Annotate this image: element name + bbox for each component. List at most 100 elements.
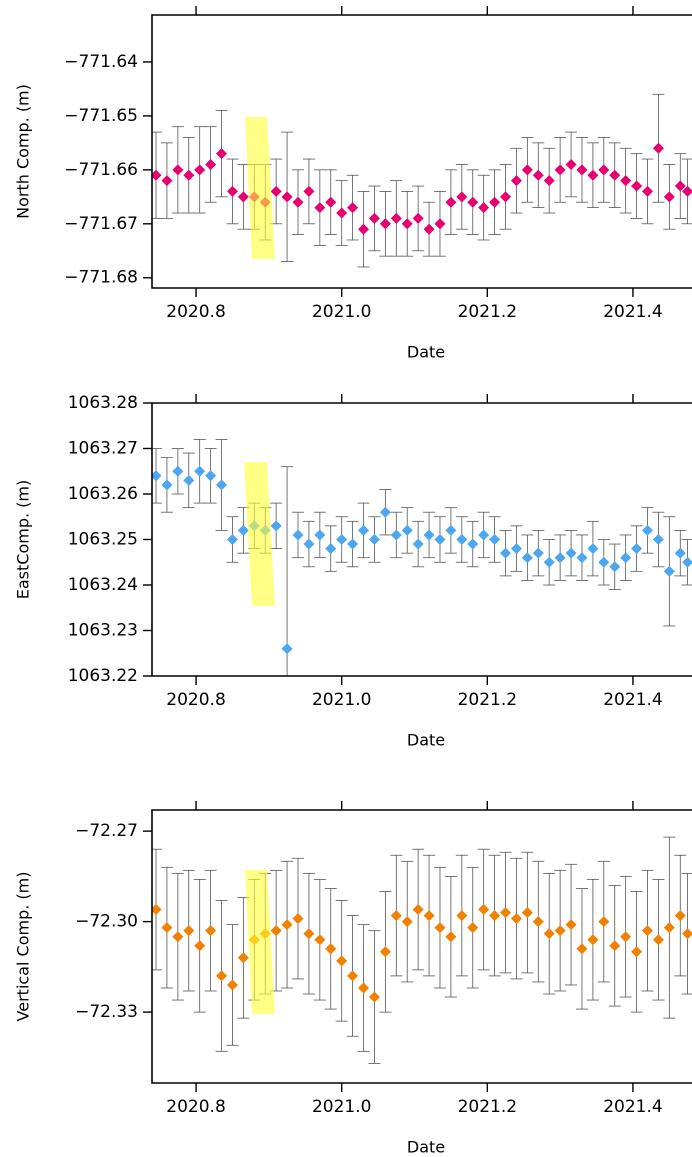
point: [270, 185, 282, 197]
point: [183, 925, 195, 937]
point: [642, 524, 654, 536]
point: [216, 479, 228, 491]
y-axis-label: EastComp. (m): [14, 480, 33, 599]
x-tick-label: 2021.0: [312, 1097, 371, 1117]
panel: −72.27 −72.30 −72.33 2020.8 2021.0 2021.2 2021…: [14, 801, 692, 1157]
x-tick-label: 2020.8: [166, 302, 225, 322]
highlight-band: [245, 870, 275, 1014]
point: [609, 561, 621, 573]
point: [292, 196, 304, 208]
point: [620, 552, 632, 564]
point: [292, 529, 304, 541]
point: [587, 543, 599, 555]
point: [336, 534, 348, 545]
point: [358, 982, 370, 994]
point: [412, 212, 424, 224]
point: [325, 543, 337, 555]
point: [500, 547, 512, 559]
point: [358, 524, 370, 536]
point: [674, 180, 686, 192]
point: [336, 955, 348, 967]
y-axis-label: North Comp. (m): [14, 84, 33, 219]
point: [303, 928, 315, 940]
y-axis-label: Vertical Comp. (m): [14, 872, 33, 1022]
point: [281, 191, 293, 203]
point: [521, 164, 533, 176]
point: [226, 185, 238, 197]
x-axis-label: Date: [407, 731, 445, 750]
point: [554, 164, 566, 176]
point: [379, 946, 391, 958]
point: [390, 529, 402, 541]
point: [194, 465, 206, 477]
point: [183, 474, 195, 486]
y-tick-label: −771.64: [64, 52, 138, 72]
point: [172, 465, 184, 477]
point: [467, 538, 479, 550]
point: [456, 191, 468, 203]
point: [314, 202, 326, 214]
point: [456, 534, 468, 545]
point: [587, 934, 599, 946]
point: [467, 196, 479, 208]
point: [663, 922, 675, 934]
point: [281, 919, 293, 931]
point: [489, 534, 501, 545]
panel: −771.64 −771.65 −771.66 −771.67 −771.68 2020.…: [14, 6, 692, 362]
point: [510, 543, 522, 555]
x-axis-label: Date: [407, 343, 445, 362]
y-tick-label: −771.67: [64, 214, 138, 234]
point: [423, 223, 435, 235]
y-tick-label: −771.66: [64, 160, 138, 180]
point: [631, 180, 643, 192]
x-axis-label: Date: [407, 1138, 445, 1157]
x-tick-label: 2021.0: [312, 302, 371, 322]
point: [237, 524, 249, 536]
point: [565, 158, 577, 170]
point: [576, 552, 588, 564]
point: [434, 534, 446, 545]
point: [510, 175, 522, 187]
y-tick-label: 1063.24: [68, 575, 138, 595]
point: [532, 169, 544, 181]
point: [478, 529, 490, 541]
highlight-band: [244, 462, 275, 606]
point: [521, 907, 533, 919]
point: [642, 925, 654, 937]
point: [172, 931, 184, 943]
point: [609, 940, 621, 952]
point: [401, 218, 413, 230]
point: [510, 913, 522, 925]
point: [216, 970, 228, 982]
point: [237, 952, 249, 964]
point: [467, 922, 479, 934]
y-tick-label: 1063.25: [68, 530, 138, 550]
point: [226, 534, 238, 545]
y-tick-label: −771.68: [64, 268, 138, 288]
point: [270, 520, 282, 532]
data-layer: [152, 438, 692, 676]
x-tick-label: 2021.0: [312, 690, 371, 710]
data-layer: [152, 93, 692, 268]
point: [631, 946, 643, 958]
point: [682, 928, 692, 940]
point: [543, 175, 555, 187]
point: [620, 931, 632, 943]
point: [565, 919, 577, 931]
point: [325, 943, 337, 955]
x-tick-label: 2021.2: [458, 302, 517, 322]
point: [347, 538, 359, 550]
point: [652, 534, 664, 545]
point: [161, 922, 173, 934]
point: [631, 543, 643, 555]
point: [412, 538, 424, 550]
point: [682, 556, 692, 568]
point: [478, 202, 490, 214]
point: [543, 928, 555, 940]
x-tick-label: 2021.2: [458, 690, 517, 710]
panel: 1063.22 1063.23 1063.24 1063.25 1063.26 1063.…: [14, 393, 692, 750]
point: [521, 552, 533, 564]
point: [565, 547, 577, 559]
axis-frame: [151, 809, 692, 1084]
